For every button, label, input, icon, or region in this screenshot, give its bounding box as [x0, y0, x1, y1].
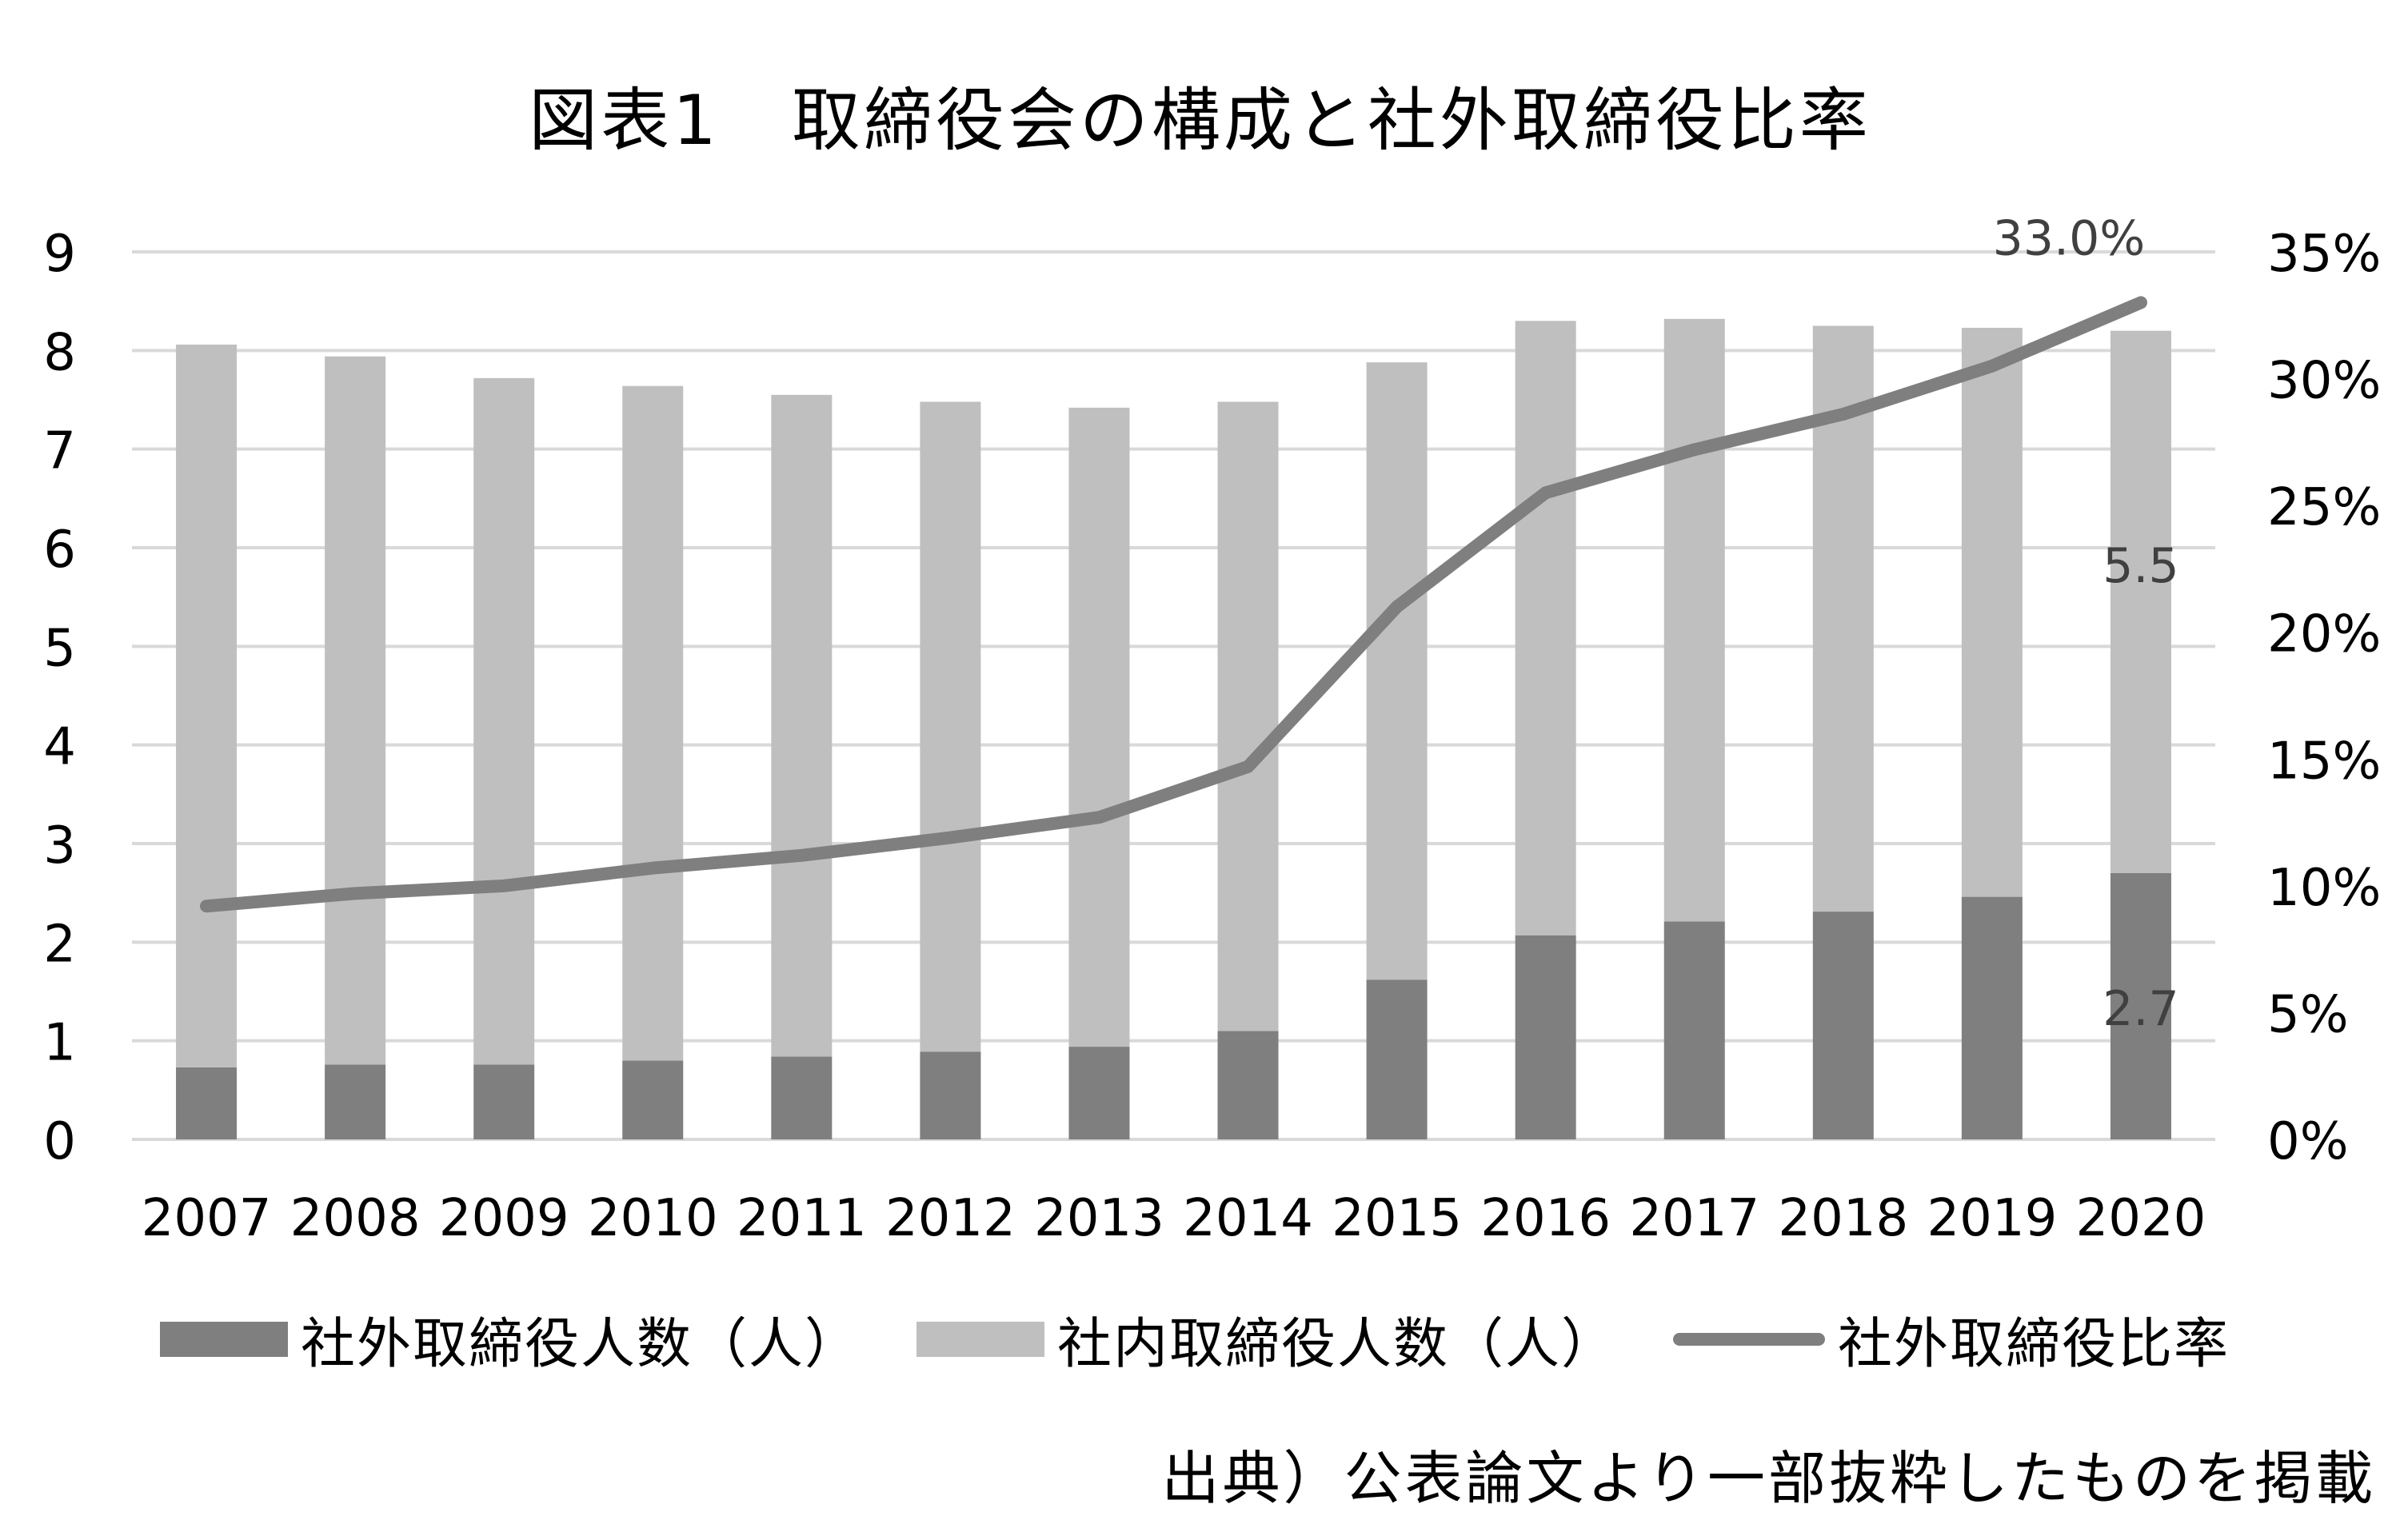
- bar-outside: [1663, 921, 1725, 1139]
- bar-inside: [176, 344, 238, 1067]
- x-axis-tick-label: 2015: [1332, 1189, 1462, 1248]
- left-axis-tick-label: 5: [43, 619, 76, 678]
- chart-title: 図表1 取締役会の構成と社外取締役比率: [529, 81, 1871, 161]
- x-axis-tick-label: 2018: [1778, 1189, 1908, 1248]
- left-axis-tick-label: 1: [43, 1014, 76, 1073]
- bar-inside: [473, 377, 535, 1065]
- bar-inside: [1068, 407, 1130, 1047]
- right-axis-tick-label: 0%: [2267, 1112, 2349, 1171]
- ratio-point: [1544, 492, 1547, 494]
- bar-outside: [1217, 1031, 1279, 1139]
- x-axis-tick-label: 2019: [1927, 1189, 2057, 1248]
- x-axis-tick-label: 2016: [1480, 1189, 1611, 1248]
- legend-item-ratio: 社外取締役比率: [1673, 1299, 2230, 1378]
- bar-inside: [1515, 321, 1576, 936]
- legend-swatch-inside: [916, 1321, 1045, 1357]
- left-axis-tick-label: 3: [43, 816, 76, 876]
- bar-outside: [622, 1060, 684, 1139]
- data-label-inside-2020: 5.5: [2102, 538, 2178, 594]
- x-axis-tick-label: 2012: [885, 1189, 1016, 1248]
- left-axis-tick-label: 4: [43, 718, 76, 777]
- ratio-point: [1842, 413, 1844, 415]
- ratio-point: [2139, 301, 2142, 304]
- bar-inside: [771, 394, 833, 1057]
- legend-label-ratio: 社外取締役比率: [1838, 1313, 2230, 1376]
- right-axis-tick-label: 25%: [2267, 478, 2381, 537]
- ratio-point: [206, 905, 208, 908]
- ratio-point: [354, 892, 357, 895]
- bar-outside: [1515, 935, 1576, 1139]
- x-axis-tick-label: 2020: [2076, 1189, 2206, 1248]
- bar-outside: [325, 1064, 386, 1139]
- bar-inside: [325, 356, 386, 1065]
- source-note: 出典）公表論文より一部抜粋したものを掲載: [1161, 1445, 2376, 1512]
- chart-legend: 社外取締役人数（人） 社内取締役人数（人） 社外取締役比率: [160, 1299, 2286, 1378]
- ratio-point: [1693, 449, 1695, 451]
- bar-outside: [920, 1051, 981, 1139]
- ratio-point: [652, 867, 654, 869]
- right-axis-tick-label: 35%: [2267, 225, 2381, 284]
- left-axis-tick-label: 6: [43, 521, 76, 580]
- bar-outside: [771, 1056, 833, 1139]
- ratio-point: [503, 884, 505, 887]
- data-label-outside-2020: 2.7: [2102, 981, 2178, 1037]
- legend-swatch-outside: [160, 1321, 288, 1357]
- bar-outside: [176, 1067, 238, 1139]
- bar-outside: [1366, 979, 1428, 1139]
- x-axis-tick-label: 2007: [142, 1189, 272, 1248]
- x-axis-tick-label: 2011: [737, 1189, 867, 1248]
- x-axis-tick-label: 2017: [1629, 1189, 1759, 1248]
- left-axis-tick-label: 9: [43, 225, 76, 284]
- legend-label-outside: 社外取締役人数（人）: [301, 1313, 861, 1376]
- left-axis-tick-label: 0: [43, 1112, 76, 1171]
- bar-inside: [1961, 327, 2023, 897]
- left-axis-tick-label: 7: [43, 422, 76, 481]
- bar-outside: [1068, 1047, 1130, 1139]
- bar-inside: [1663, 318, 1725, 922]
- ratio-point: [1247, 765, 1249, 768]
- x-axis-tick-label: 2014: [1183, 1189, 1313, 1248]
- right-axis-tick-label: 15%: [2267, 732, 2381, 791]
- ratio-point: [1098, 816, 1100, 819]
- right-axis-tick-label: 20%: [2267, 605, 2381, 664]
- right-axis-tick-label: 5%: [2267, 985, 2349, 1044]
- x-axis-tick-label: 2010: [588, 1189, 718, 1248]
- ratio-point: [1396, 606, 1398, 608]
- legend-item-inside: 社内取締役人数（人）: [916, 1299, 1617, 1378]
- ratio-line: [200, 296, 2147, 913]
- bar-inside: [920, 401, 981, 1052]
- data-label-ratio-2020: 33.0%: [1993, 210, 2146, 266]
- bar-outside: [473, 1064, 535, 1139]
- ratio-point: [949, 836, 952, 839]
- x-axis-tick-label: 2009: [439, 1189, 569, 1248]
- bar-inside: [2110, 330, 2171, 874]
- bar-inside: [1217, 401, 1279, 1031]
- bar-outside: [1812, 912, 1874, 1139]
- legend-swatch-ratio: [1673, 1332, 1826, 1346]
- left-axis-tick-label: 8: [43, 323, 76, 382]
- ratio-point: [801, 854, 803, 856]
- legend-label-inside: 社内取締役人数（人）: [1057, 1313, 1618, 1376]
- legend-item-outside: 社外取締役人数（人）: [160, 1299, 861, 1378]
- bar-outside: [2110, 873, 2171, 1139]
- right-axis-tick-label: 30%: [2267, 352, 2381, 411]
- right-axis-tick-label: 10%: [2267, 859, 2381, 918]
- x-axis-tick-label: 2013: [1034, 1189, 1164, 1248]
- x-axis-tick-label: 2008: [290, 1189, 421, 1248]
- left-axis-tick-label: 2: [43, 915, 76, 974]
- bar-inside: [622, 385, 684, 1061]
- bar-outside: [1961, 896, 2023, 1139]
- bar-inside: [1366, 362, 1428, 980]
- ratio-point: [1991, 365, 1993, 367]
